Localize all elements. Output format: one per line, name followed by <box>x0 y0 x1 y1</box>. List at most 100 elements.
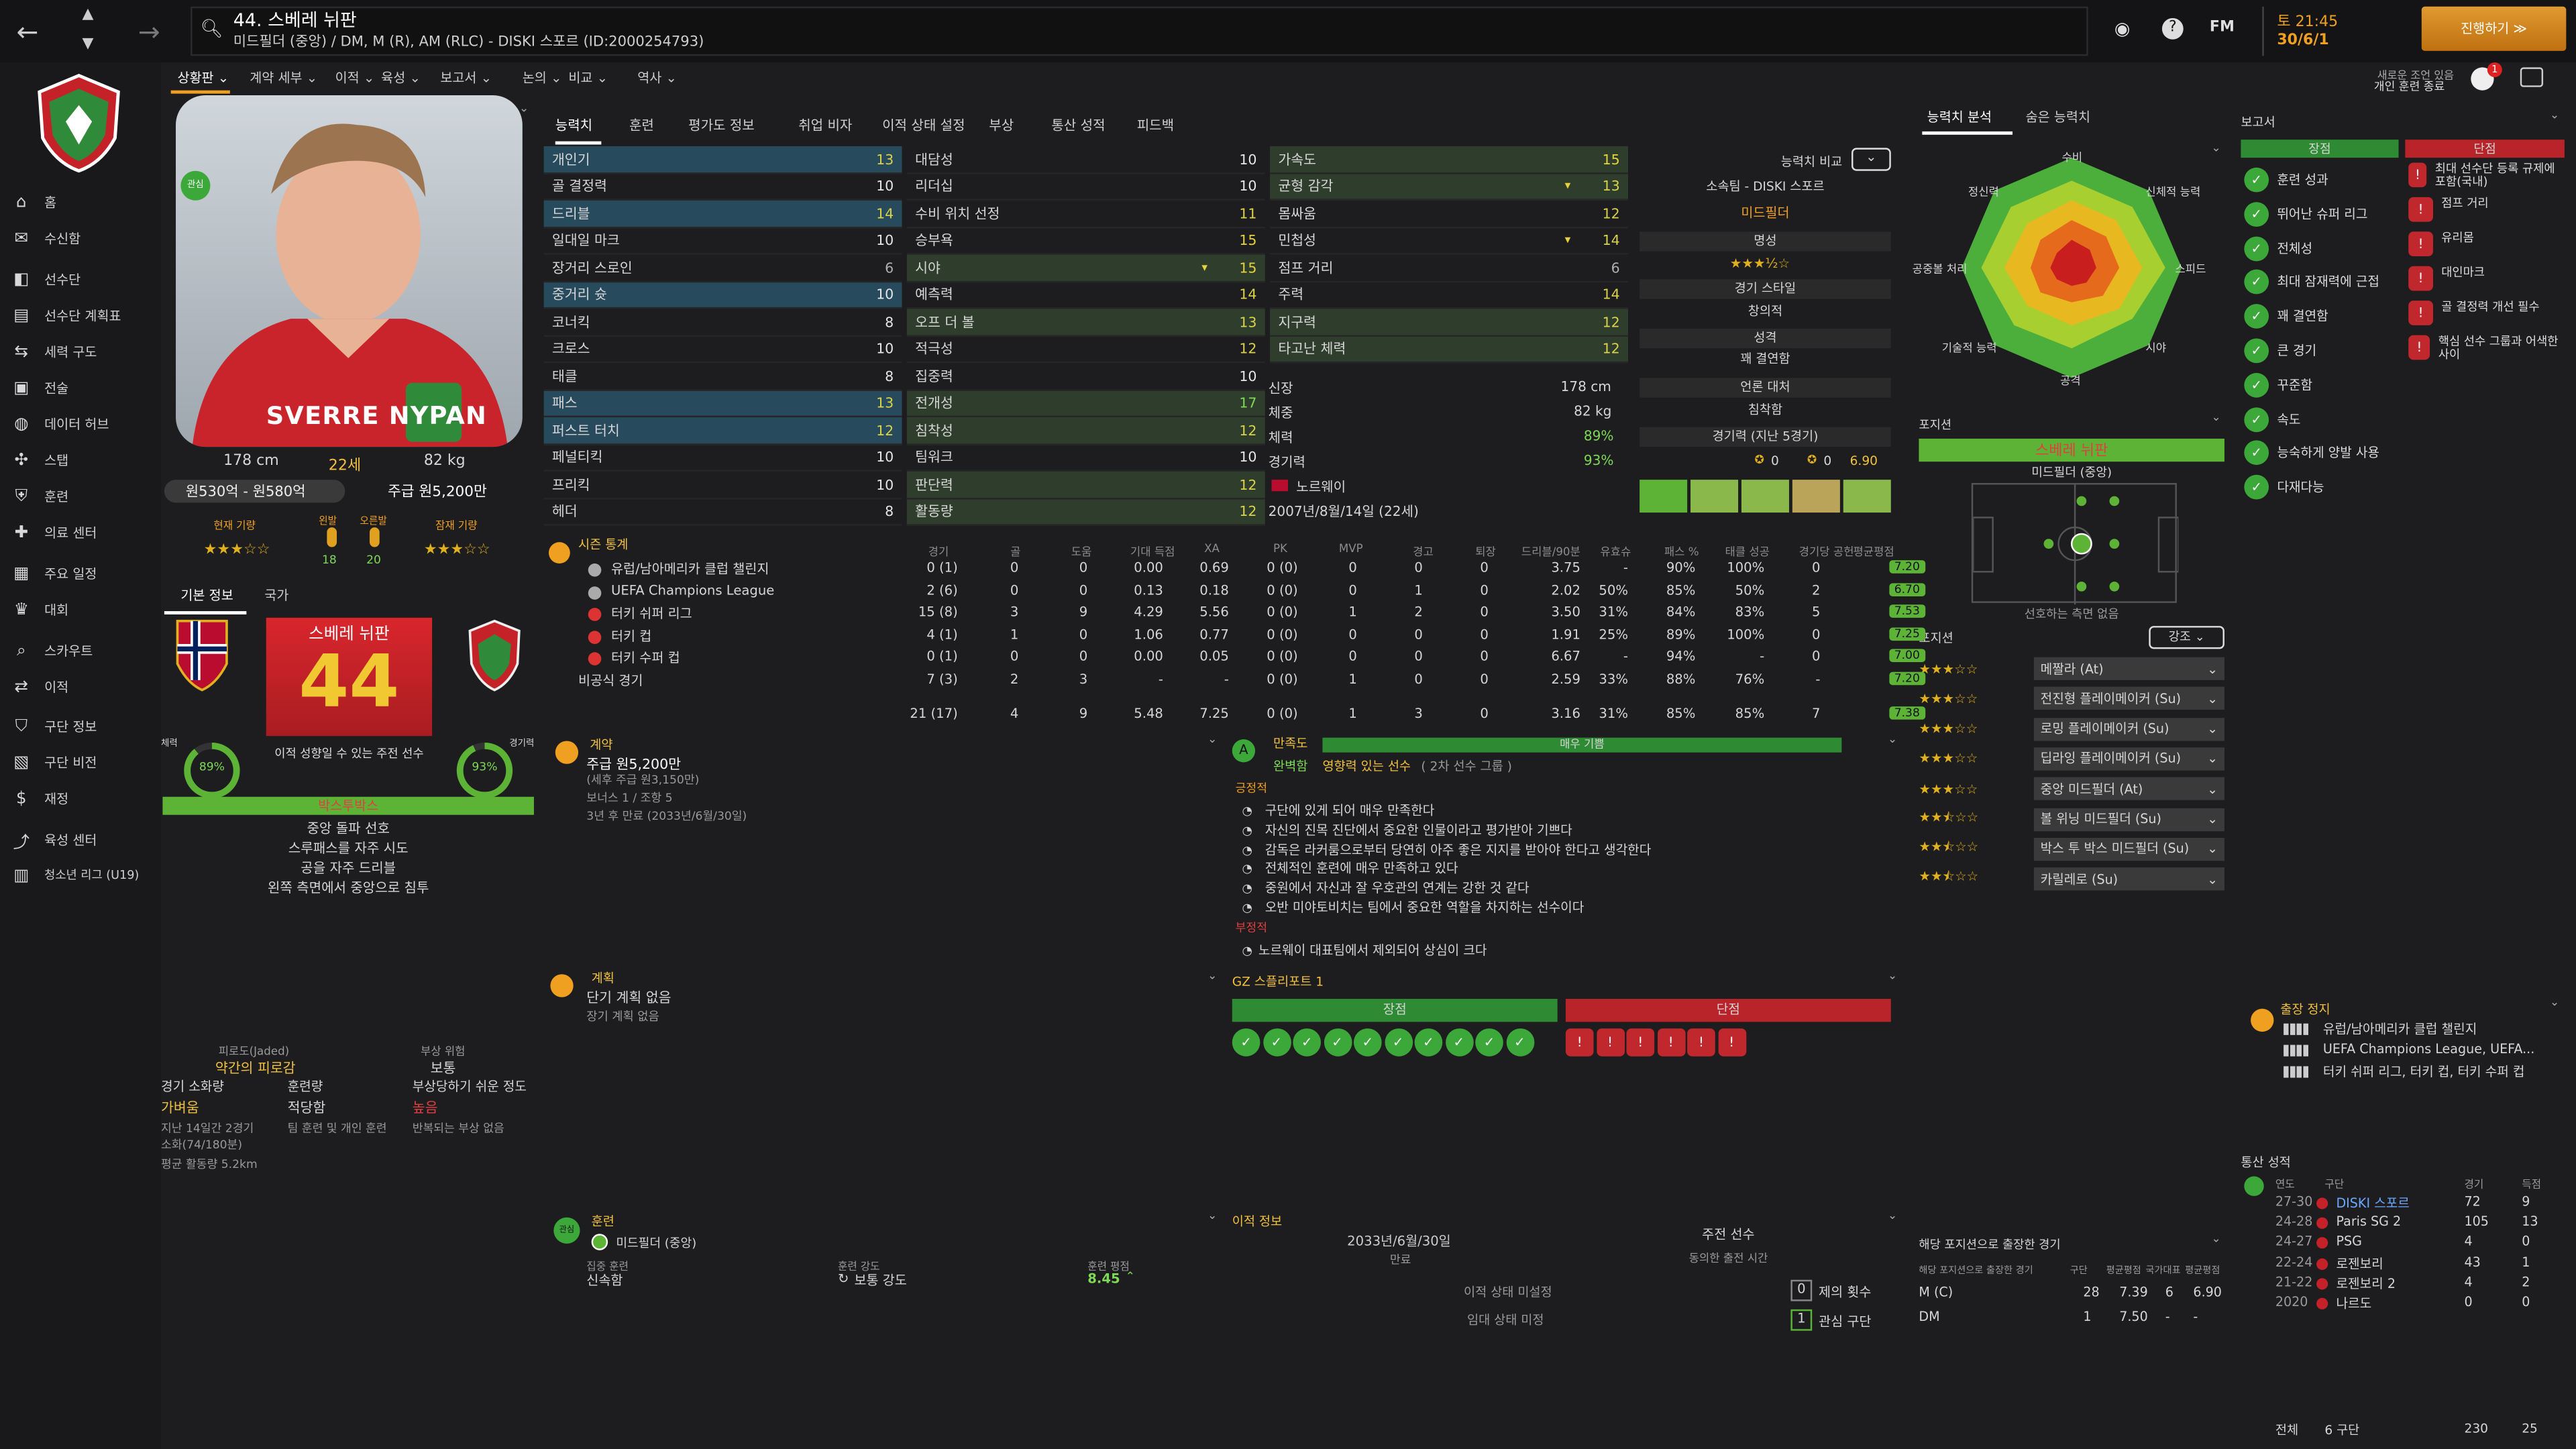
compare-dropdown[interactable]: ⌄ <box>1851 148 1891 171</box>
subnav-6[interactable]: 비교 ⌄ <box>568 70 608 86</box>
role-row-7[interactable]: ★★⯪☆☆ 카릴레로 (Su) ⌄ <box>1919 866 2224 892</box>
role-select[interactable]: 박스 투 박스 미드필더 (Su) ⌄ <box>2033 837 2224 861</box>
radar-collapse-icon[interactable]: ⌄ <box>2211 141 2221 155</box>
tab-0[interactable]: 능력치 <box>555 116 593 133</box>
plan-collapse-icon[interactable]: ⌄ <box>1208 969 1218 983</box>
sidebar-item-9[interactable]: ✚ 의료 센터 <box>0 515 161 551</box>
sidebar-item-7[interactable]: ✣ 스탭 <box>0 442 161 478</box>
role-row-2[interactable]: ★★★☆☆ 로밍 플레이메이커 (Su) ⌄ <box>1919 716 2224 742</box>
history-row-2[interactable]: 24-27 PSG 4 0 <box>2275 1234 2555 1254</box>
subnav-2[interactable]: 이적 ⌄ <box>335 70 375 86</box>
role-row-4[interactable]: ★★★☆☆ 중앙 미드필더 (At) ⌄ <box>1919 775 2224 802</box>
role-row-6[interactable]: ★★⯪☆☆ 박스 투 박스 미드필더 (Su) ⌄ <box>1919 836 2224 862</box>
stats-row-6[interactable]: 21 (17) 4 9 5.48 7.25 0 (0) 1 3 0 3.16 31% 85% 85% 7 7… <box>578 706 1925 729</box>
role-row-0[interactable]: ★★★☆☆ 메짤라 (At) ⌄ <box>1919 655 2224 682</box>
position-collapse-icon[interactable]: ⌄ <box>2211 411 2221 424</box>
sidebar-item-1[interactable]: ✉ 수신함 <box>0 220 161 256</box>
gz-title[interactable]: GZ 스플리포트 1 <box>1232 974 1324 989</box>
history-row-5[interactable]: 2020 나르도 0 0 <box>2275 1295 2555 1314</box>
down-icon[interactable]: ▼ <box>82 36 94 53</box>
tab-hidden-attributes[interactable]: 숨은 능력치 <box>2025 110 2090 125</box>
gz-collapse-icon[interactable]: ⌄ <box>1887 969 1898 983</box>
apps-collapse-icon[interactable]: ⌄ <box>2211 1232 2221 1246</box>
subnav-4[interactable]: 보고서 ⌄ <box>440 70 492 86</box>
role-select[interactable]: 딥라잉 플레이메이커 (Su) ⌄ <box>2033 747 2224 771</box>
tab-2[interactable]: 평가도 정보 <box>688 116 755 133</box>
subnav-7[interactable]: 역사 ⌄ <box>637 70 677 86</box>
layout-icon[interactable] <box>2520 67 2544 87</box>
tab-nation[interactable]: 국가 <box>264 588 289 603</box>
role-row-3[interactable]: ★★★☆☆ 딥라잉 플레이메이커 (Su) ⌄ <box>1919 746 2224 772</box>
transfer-title[interactable]: 이적 정보 <box>1232 1214 1283 1229</box>
stats-row-1[interactable]: UEFA Champions League 2 (6) 0 0 0.13 0.18 0 (0… <box>578 582 1925 604</box>
interest-count[interactable]: 1 <box>1790 1309 1813 1331</box>
role-select[interactable]: 볼 위닝 미드필더 (Su) ⌄ <box>2033 807 2224 830</box>
sidebar-item-8[interactable]: ⛨ 훈련 <box>0 478 161 515</box>
fm-menu-button[interactable]: FM <box>2209 19 2235 36</box>
focus-dropdown[interactable]: 강조 ⌄ <box>2149 626 2224 649</box>
sidebar-item-18[interactable]: ▥ 청소년 리그 (U19) <box>0 857 161 894</box>
sidebar-item-4[interactable]: ⇆ 세력 구도 <box>0 333 161 370</box>
sidebar-item-3[interactable]: ▤ 선수단 계획표 <box>0 297 161 333</box>
report-collapse-icon[interactable]: ⌄ <box>2549 108 2560 122</box>
roles-title[interactable]: 포지션 <box>1919 631 1953 646</box>
stats-row-3[interactable]: 터키 컵 4 (1) 1 0 1.06 0.77 0 (0) 0 0 0 1.91 25% 89% 100… <box>578 627 1925 649</box>
sidebar-item-10[interactable]: ▦ 주요 일정 <box>0 555 161 592</box>
sidebar-item-0[interactable]: ⌂ 홈 <box>0 184 161 220</box>
sidebar-item-17[interactable]: ⤴ 육성 센터 <box>0 822 161 858</box>
sidebar-item-2[interactable]: ◧ 선수단 <box>0 261 161 297</box>
role-select[interactable]: 전진형 플레이메이커 (Su) ⌄ <box>2033 687 2224 710</box>
tab-4[interactable]: 이적 상태 설정 <box>882 116 965 133</box>
help-icon[interactable]: ? <box>2161 17 2184 40</box>
contract-title[interactable]: 계약 <box>590 737 613 753</box>
sidebar-item-13[interactable]: ⇄ 이적 <box>0 669 161 705</box>
tab-5[interactable]: 부상 <box>989 116 1014 133</box>
history-row-0[interactable]: 27-30 DISKI 스포르 72 9 <box>2275 1194 2555 1214</box>
role-select[interactable]: 메짤라 (At) ⌄ <box>2033 657 2224 680</box>
continue-button[interactable]: 진행하기 ≫ <box>2421 6 2567 51</box>
notice-text-2[interactable]: 개인 훈련 종료 <box>2373 80 2445 94</box>
subnav-1[interactable]: 계약 세부 ⌄ <box>250 70 318 86</box>
plan-title[interactable]: 계획 <box>591 971 614 986</box>
stats-row-2[interactable]: 터키 쉬퍼 리그 15 (8) 3 9 4.29 5.56 0 (0) 1 2 0 3.50 31% 8… <box>578 604 1925 627</box>
role-select[interactable]: 중앙 미드필더 (At) ⌄ <box>2033 777 2224 801</box>
happy-collapse-icon[interactable]: ⌄ <box>1887 733 1898 746</box>
sidebar-item-5[interactable]: ▣ 전술 <box>0 370 161 406</box>
subnav-3[interactable]: 육성 ⌄ <box>381 70 421 86</box>
role-select[interactable]: 카릴레로 (Su) ⌄ <box>2033 867 2224 891</box>
training-collapse-icon[interactable]: ⌄ <box>1208 1209 1218 1223</box>
search-bar[interactable] <box>191 6 2088 56</box>
sidebar-item-11[interactable]: ♛ 대회 <box>0 592 161 628</box>
role-row-5[interactable]: ★★⯪☆☆ 볼 위닝 미드필더 (Su) ⌄ <box>1919 806 2224 832</box>
subnav-0[interactable]: 상황판 ⌄ <box>177 70 229 86</box>
history-row-4[interactable]: 21-22 로젠보리 2 4 2 <box>2275 1275 2555 1294</box>
history-row-3[interactable]: 22-24 로젠보리 43 1 <box>2275 1254 2555 1274</box>
tab-basic-info[interactable]: 기본 정보 <box>180 588 233 603</box>
tab-3[interactable]: 취업 비자 <box>798 116 853 133</box>
globe-icon[interactable]: ◉ <box>2114 17 2131 40</box>
sidebar-item-16[interactable]: $ 재정 <box>0 780 161 816</box>
transfer-collapse-icon[interactable]: ⌄ <box>1887 1209 1898 1223</box>
stats-title[interactable]: 시즌 통계 <box>578 537 629 552</box>
sidebar-item-14[interactable]: ⛉ 구단 정보 <box>0 708 161 745</box>
history-row-1[interactable]: 24-28 Paris SG 2 105 13 <box>2275 1214 2555 1234</box>
sidebar-item-12[interactable]: ⌕ 스카우트 <box>0 633 161 669</box>
stats-row-0[interactable]: 유럽/남아메리카 클럽 챌린지 0 (1) 0 0 0.00 0.69 0 (0) 0 0 0 3.… <box>578 560 1925 582</box>
collapse-icon[interactable]: ⌄ <box>519 101 529 115</box>
tab-attribute-analysis[interactable]: 능력치 분석 <box>1927 110 1992 125</box>
back-icon[interactable]: ← <box>16 16 39 48</box>
stats-row-5[interactable]: 비공식 경기 7 (3) 2 3 - - 0 (0) 1 0 0 2.59 33% 88% 76% - 7.2… <box>578 671 1925 693</box>
subnav-5[interactable]: 논의 ⌄ <box>522 70 562 86</box>
sidebar-item-6[interactable]: ◍ 데이터 허브 <box>0 406 161 442</box>
role-select[interactable]: 로밍 플레이메이커 (Su) ⌄ <box>2033 717 2224 741</box>
suspend-collapse-icon[interactable]: ⌄ <box>2549 996 2560 1009</box>
watch-status-badge[interactable]: 관심 <box>180 170 211 201</box>
tab-1[interactable]: 훈련 <box>629 116 654 133</box>
tab-6[interactable]: 통산 성적 <box>1051 116 1106 133</box>
role-row-1[interactable]: ★★★☆☆ 전진형 플레이메이커 (Su) ⌄ <box>1919 686 2224 712</box>
forward-icon[interactable]: → <box>138 16 160 48</box>
training-title[interactable]: 훈련 <box>591 1214 614 1229</box>
happy-title[interactable]: 만족도 <box>1273 736 1308 751</box>
sidebar-item-15[interactable]: ▧ 구단 비전 <box>0 744 161 780</box>
up-icon[interactable]: ▲ <box>82 6 94 23</box>
